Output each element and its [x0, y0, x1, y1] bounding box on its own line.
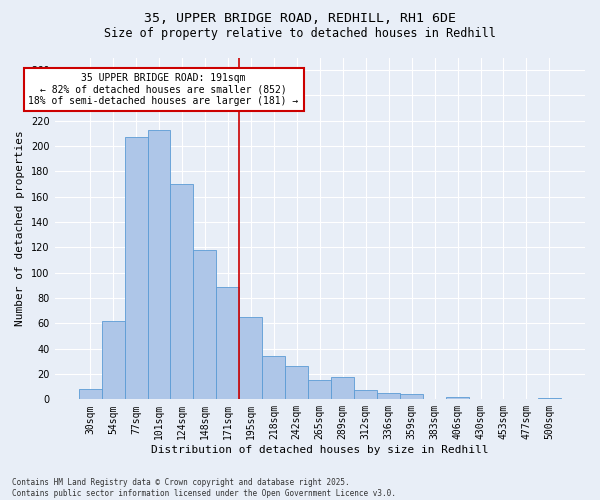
Text: 35 UPPER BRIDGE ROAD: 191sqm
← 82% of detached houses are smaller (852)
18% of s: 35 UPPER BRIDGE ROAD: 191sqm ← 82% of de…: [28, 72, 299, 106]
Bar: [193, 250, 217, 400]
Bar: [446, 397, 469, 400]
Bar: [125, 138, 148, 400]
Bar: [170, 184, 193, 400]
Y-axis label: Number of detached properties: Number of detached properties: [16, 130, 25, 326]
Text: Size of property relative to detached houses in Redhill: Size of property relative to detached ho…: [104, 28, 496, 40]
Bar: [79, 389, 101, 400]
Bar: [400, 394, 423, 400]
Bar: [331, 376, 354, 400]
Bar: [538, 398, 561, 400]
Bar: [308, 380, 331, 400]
Bar: [286, 366, 308, 400]
Bar: [148, 130, 170, 400]
Text: 35, UPPER BRIDGE ROAD, REDHILL, RH1 6DE: 35, UPPER BRIDGE ROAD, REDHILL, RH1 6DE: [144, 12, 456, 26]
Bar: [262, 356, 286, 400]
Bar: [217, 286, 239, 400]
Bar: [239, 317, 262, 400]
Text: Contains HM Land Registry data © Crown copyright and database right 2025.
Contai: Contains HM Land Registry data © Crown c…: [12, 478, 396, 498]
Bar: [354, 390, 377, 400]
Bar: [377, 393, 400, 400]
X-axis label: Distribution of detached houses by size in Redhill: Distribution of detached houses by size …: [151, 445, 488, 455]
Bar: [101, 321, 125, 400]
